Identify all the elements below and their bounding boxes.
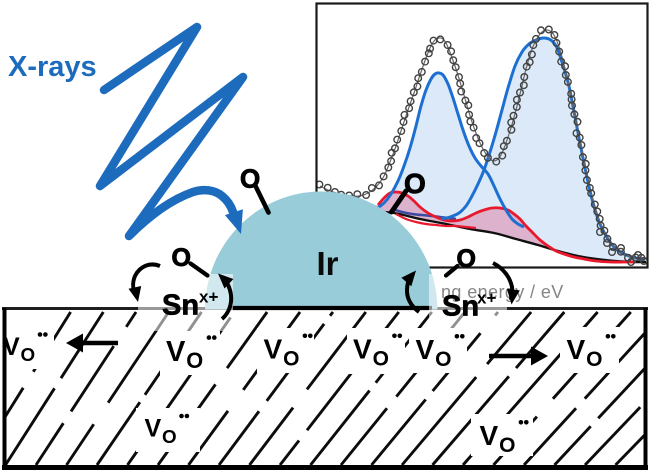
- svg-text:V: V: [567, 334, 586, 365]
- svg-text:V: V: [264, 334, 283, 365]
- svg-text:V: V: [353, 334, 372, 365]
- svg-text:ng energy / eV: ng energy / eV: [441, 282, 564, 302]
- svg-text:V: V: [416, 334, 435, 365]
- svg-text:O: O: [499, 434, 515, 457]
- svg-text:x+: x+: [199, 288, 218, 307]
- svg-text:O: O: [172, 244, 191, 272]
- svg-text:O: O: [21, 344, 36, 365]
- svg-text:O: O: [283, 348, 299, 371]
- svg-text:V: V: [166, 336, 186, 368]
- svg-text:O: O: [373, 348, 389, 371]
- svg-text:Sn: Sn: [442, 291, 479, 323]
- svg-text:Ir: Ir: [316, 245, 338, 282]
- svg-text:O: O: [586, 348, 602, 371]
- svg-text:O: O: [186, 348, 203, 373]
- svg-text:V: V: [480, 420, 499, 451]
- svg-text:V: V: [3, 333, 20, 361]
- svg-text:O: O: [404, 168, 426, 199]
- svg-text:O: O: [457, 245, 476, 273]
- svg-text:O: O: [162, 426, 177, 447]
- svg-text:Sn: Sn: [162, 290, 199, 322]
- svg-text:O: O: [435, 348, 451, 371]
- svg-text:X-rays: X-rays: [8, 51, 97, 83]
- svg-text:x+: x+: [477, 289, 496, 308]
- svg-text:V: V: [145, 415, 162, 443]
